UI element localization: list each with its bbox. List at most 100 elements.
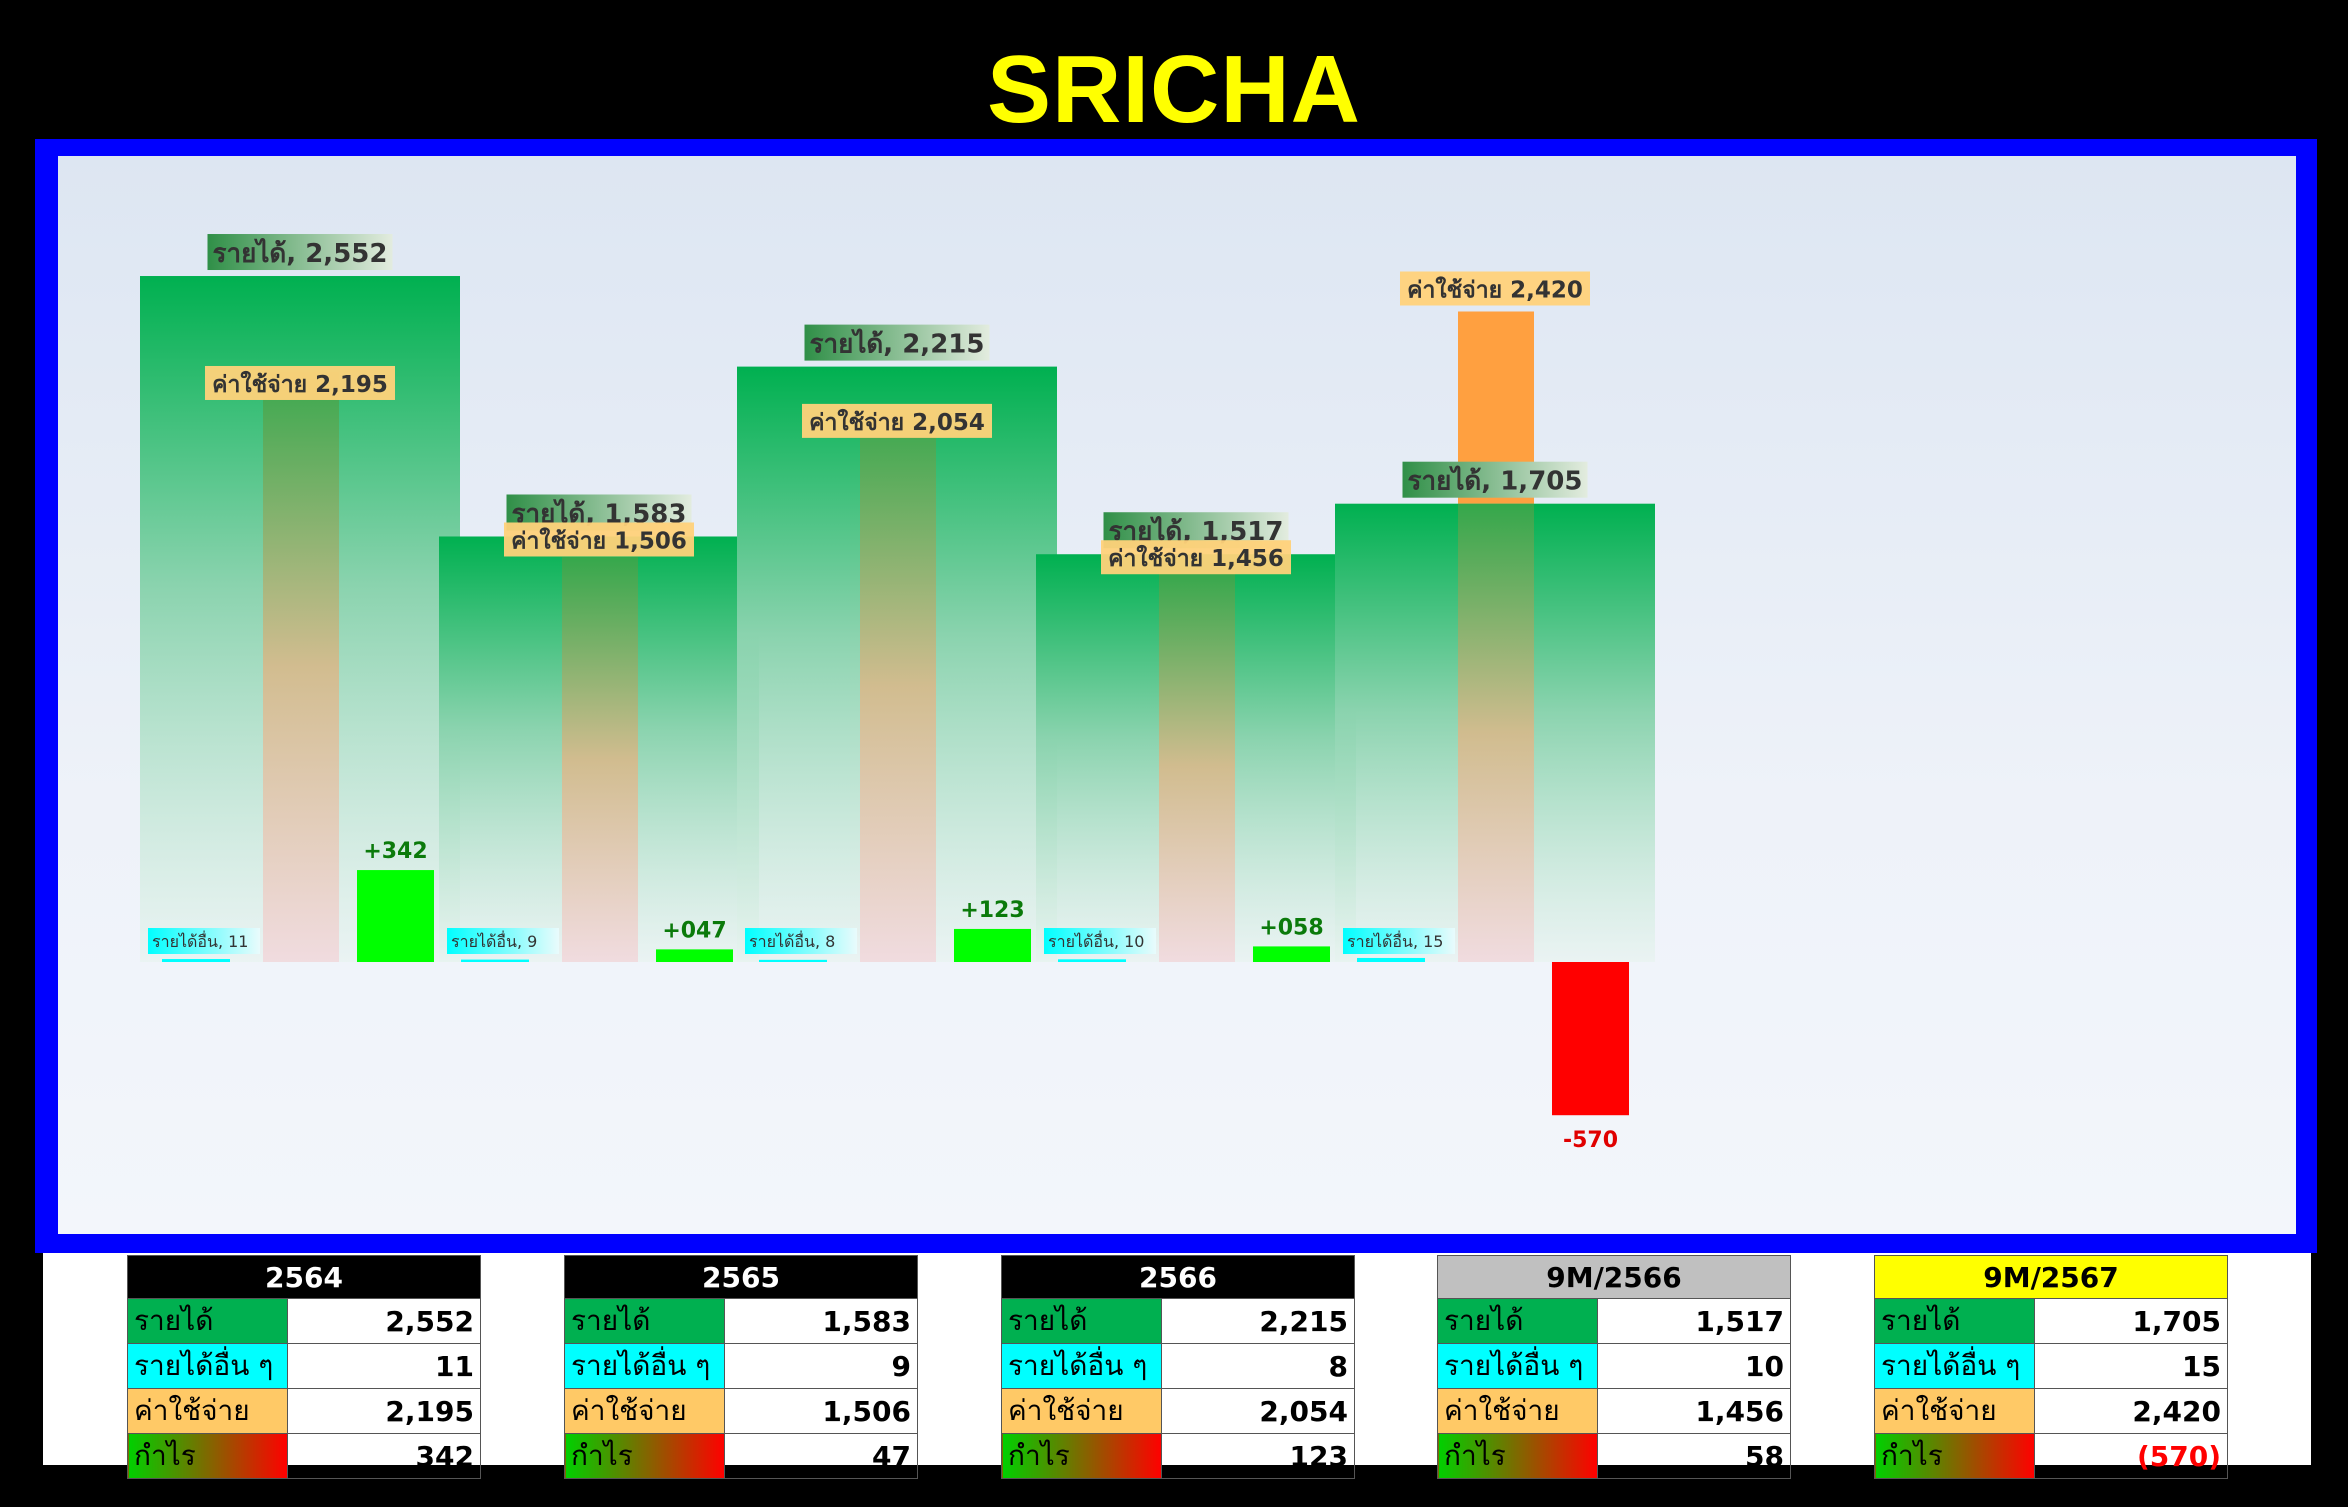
- chart-area: รายได้, 2,552 ค่าใช้จ่าย 2,195 รายได้อื่น,…: [58, 156, 2296, 1234]
- row-value: 2,552: [287, 1298, 481, 1344]
- summary-table: 2566 รายได้ 2,215 รายได้อื่น ๆ 8 ค่าใช้จ่าย 2,…: [1001, 1255, 1355, 1479]
- expense-label: ค่าใช้จ่าย 2,054: [809, 408, 985, 436]
- revenue-label: รายได้, 2,215: [810, 328, 985, 360]
- profit-bar: [656, 949, 733, 962]
- summary-table: 9M/2567 รายได้ 1,705 รายได้อื่น ๆ 15 ค่าใช้จ่…: [1874, 1255, 2228, 1479]
- row-value: 1,705: [2034, 1298, 2228, 1344]
- row-label: กำไร: [127, 1433, 288, 1479]
- table-header: 9M/2567: [1874, 1255, 2228, 1299]
- expense-bar: [263, 371, 339, 962]
- other-income-label: รายได้อื่น, 11: [152, 930, 248, 951]
- other-income-label-bg: [447, 928, 559, 954]
- row-value: 10: [1597, 1343, 1791, 1389]
- other-income-label: รายได้อื่น, 15: [1347, 930, 1443, 951]
- profit-label: +342: [363, 839, 427, 864]
- expense-label-bg: [1101, 540, 1291, 575]
- row-label: กำไร: [1874, 1433, 2035, 1479]
- expense-label-bg: [504, 522, 694, 557]
- table-row: รายได้อื่น ๆ 10: [1437, 1343, 1791, 1389]
- table-row: รายได้ 1,583: [564, 1298, 918, 1344]
- profit-label: +047: [662, 918, 726, 943]
- income-expense-chart: รายได้, 2,552 ค่าใช้จ่าย 2,195 รายได้อื่น,…: [140, 234, 1655, 1153]
- summary-table: 9M/2566 รายได้ 1,517 รายได้อื่น ๆ 10 ค่าใช้จ่…: [1437, 1255, 1791, 1479]
- row-value: (570): [2034, 1433, 2228, 1479]
- table-row: ค่าใช้จ่าย 1,506: [564, 1388, 918, 1434]
- loss-bar: [1552, 962, 1629, 1116]
- row-label: ค่าใช้จ่าย: [1001, 1388, 1162, 1434]
- table-row: ค่าใช้จ่าย 2,420: [1874, 1388, 2228, 1434]
- row-label: รายได้: [127, 1298, 288, 1344]
- row-label: ค่าใช้จ่าย: [1437, 1388, 1598, 1434]
- expense-label: ค่าใช้จ่าย 2,195: [212, 370, 388, 398]
- revenue-label-bg: [207, 234, 393, 271]
- revenue-label: รายได้, 2,552: [213, 237, 388, 269]
- profit-label: +058: [1259, 915, 1323, 940]
- row-label: รายได้: [1437, 1298, 1598, 1344]
- row-label: ค่าใช้จ่าย: [564, 1388, 725, 1434]
- table-row: รายได้ 2,552: [127, 1298, 481, 1344]
- row-label: กำไร: [564, 1433, 725, 1479]
- other-income-bar: [1058, 959, 1126, 962]
- table-row: ค่าใช้จ่าย 2,054: [1001, 1388, 1355, 1434]
- table-row: รายได้ 1,705: [1874, 1298, 2228, 1344]
- table-row: ค่าใช้จ่าย 1,456: [1437, 1388, 1791, 1434]
- other-income-label: รายได้อื่น, 9: [451, 930, 537, 951]
- page-title: SRICHA: [986, 36, 1361, 143]
- expense-label: ค่าใช้จ่าย 2,420: [1407, 276, 1583, 304]
- table-header: 2566: [1001, 1255, 1355, 1299]
- other-income-bar: [461, 959, 529, 962]
- row-label: รายได้อื่น ๆ: [127, 1343, 288, 1389]
- other-income-label-bg: [1044, 928, 1156, 954]
- table-header: 9M/2566: [1437, 1255, 1791, 1299]
- other-income-label: รายได้อื่น, 8: [749, 930, 835, 951]
- row-label: ค่าใช้จ่าย: [1874, 1388, 2035, 1434]
- row-label: รายได้อื่น ๆ: [564, 1343, 725, 1389]
- row-label: รายได้: [564, 1298, 725, 1344]
- table-header: 2565: [564, 1255, 918, 1299]
- profit-label: +123: [960, 898, 1024, 923]
- expense-bar: [860, 409, 936, 963]
- table-row: กำไร (570): [1874, 1433, 2228, 1479]
- table-row: รายได้อื่น ๆ 11: [127, 1343, 481, 1389]
- other-income-label: รายได้อื่น, 10: [1048, 930, 1144, 951]
- table-row: รายได้ 1,517: [1437, 1298, 1791, 1344]
- summary-table: 2564 รายได้ 2,552 รายได้อื่น ๆ 11 ค่าใช้จ่าย 2…: [127, 1255, 481, 1479]
- other-income-label-bg: [745, 928, 857, 954]
- row-value: 1,506: [724, 1388, 918, 1434]
- expense-bar: [1458, 503, 1534, 962]
- row-label: รายได้: [1001, 1298, 1162, 1344]
- row-value: 9: [724, 1343, 918, 1389]
- summary-tables: 2564 รายได้ 2,552 รายได้อื่น ๆ 11 ค่าใช้จ่าย 2…: [43, 1253, 2311, 1479]
- expense-label-bg: [1400, 271, 1590, 306]
- revenue-label: รายได้, 1,705: [1408, 465, 1583, 497]
- row-value: 1,583: [724, 1298, 918, 1344]
- table-row: กำไร 123: [1001, 1433, 1355, 1479]
- table-row: ค่าใช้จ่าย 2,195: [127, 1388, 481, 1434]
- row-value: 2,195: [287, 1388, 481, 1434]
- row-value: 8: [1161, 1343, 1355, 1389]
- row-label: รายได้อื่น ๆ: [1001, 1343, 1162, 1389]
- expense-label-bg: [205, 365, 395, 400]
- other-income-bar: [1357, 957, 1425, 962]
- row-value: 47: [724, 1433, 918, 1479]
- table-row: กำไร 342: [127, 1433, 481, 1479]
- row-value: 2,420: [2034, 1388, 2228, 1434]
- row-label: กำไร: [1437, 1433, 1598, 1479]
- profit-bar: [1253, 946, 1330, 962]
- table-row: รายได้ 2,215: [1001, 1298, 1355, 1344]
- other-income-label-bg: [148, 928, 260, 954]
- expense-bar: [1159, 570, 1235, 962]
- row-value: 2,215: [1161, 1298, 1355, 1344]
- row-value: 1,517: [1597, 1298, 1791, 1344]
- row-value: 123: [1161, 1433, 1355, 1479]
- revenue-label-bg: [804, 324, 990, 361]
- row-value: 11: [287, 1343, 481, 1389]
- table-row: กำไร 58: [1437, 1433, 1791, 1479]
- summary-table: 2565 รายได้ 1,583 รายได้อื่น ๆ 9 ค่าใช้จ่าย 1,…: [564, 1255, 918, 1479]
- table-row: รายได้อื่น ๆ 15: [1874, 1343, 2228, 1389]
- other-income-bar: [162, 959, 230, 962]
- expense-label: ค่าใช้จ่าย 1,456: [1108, 544, 1284, 572]
- revenue-label-bg: [1402, 461, 1588, 498]
